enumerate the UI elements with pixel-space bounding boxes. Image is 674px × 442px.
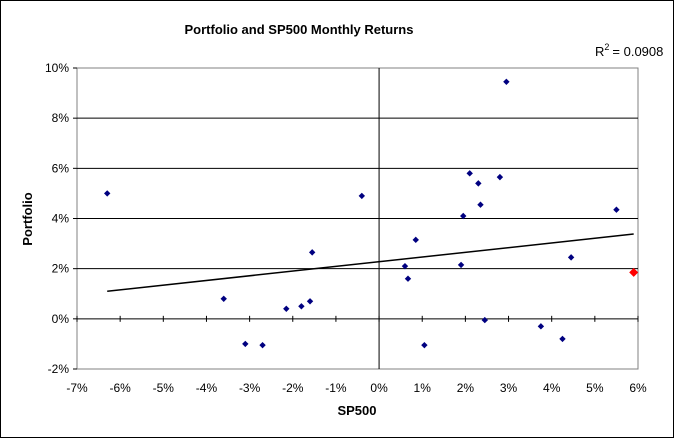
x-tick-label: 4%	[543, 381, 561, 395]
x-tick-label: 3%	[500, 381, 518, 395]
x-axis-label: SP500	[337, 403, 376, 418]
y-axis-label: Portfolio	[20, 192, 35, 245]
x-tick-label: -4%	[196, 381, 218, 395]
r-squared-label: R2 = 0.0908	[595, 42, 663, 59]
data-points	[104, 78, 639, 349]
data-point	[460, 212, 467, 220]
data-point	[358, 192, 366, 200]
x-tick-label: 6%	[629, 381, 647, 395]
y-tick-label: 2%	[52, 262, 70, 276]
trendline	[107, 233, 634, 292]
data-point	[404, 275, 412, 282]
data-point	[466, 170, 473, 177]
data-point	[308, 249, 316, 256]
y-tick-label: -2%	[48, 362, 70, 376]
y-tick-label: 10%	[45, 61, 69, 75]
data-point	[401, 262, 409, 270]
x-tick-label: 0%	[370, 381, 388, 395]
x-tick-label: -3%	[239, 381, 261, 395]
highlight-point	[629, 267, 639, 277]
data-point	[306, 298, 314, 305]
data-point	[242, 340, 249, 348]
trendline-group	[107, 233, 634, 292]
data-point	[412, 236, 419, 244]
y-tick-label: 4%	[52, 212, 70, 226]
data-point	[283, 305, 290, 312]
y-tick-label: 6%	[52, 161, 70, 175]
x-tick-label: 2%	[457, 381, 475, 395]
data-point	[475, 180, 482, 187]
gridlines	[77, 117, 638, 320]
data-point	[613, 206, 620, 213]
data-point	[503, 78, 510, 85]
data-point	[477, 201, 484, 208]
data-point	[421, 341, 428, 349]
x-tick-label: 1%	[414, 381, 432, 395]
x-tick-labels: -7% -6% -5% -4% -3% -2% -1% 0% 1% 2% 3% 4% 5% 6%	[66, 381, 647, 395]
data-point	[259, 341, 266, 349]
y-tick-labels: -2% 0% 2% 4% 6% 8% 10%	[45, 61, 69, 376]
axes	[73, 67, 639, 370]
x-tick-label: -7%	[66, 381, 88, 395]
x-tick-label: 5%	[586, 381, 604, 395]
data-point	[481, 316, 489, 324]
data-point	[567, 254, 575, 261]
data-point	[496, 173, 504, 181]
data-point	[457, 261, 465, 269]
x-tick-label: -2%	[282, 381, 304, 395]
data-point	[537, 323, 545, 330]
data-point	[298, 303, 305, 310]
chart-title: Portfolio and SP500 Monthly Returns	[185, 22, 414, 37]
data-point	[220, 295, 227, 302]
y-tick-label: 8%	[52, 111, 70, 125]
data-point	[104, 190, 111, 197]
data-point	[559, 335, 566, 343]
y-tick-label: 0%	[52, 312, 70, 326]
x-tick-label: -6%	[109, 381, 131, 395]
x-tick-label: -1%	[325, 381, 347, 395]
x-tick-label: -5%	[153, 381, 175, 395]
